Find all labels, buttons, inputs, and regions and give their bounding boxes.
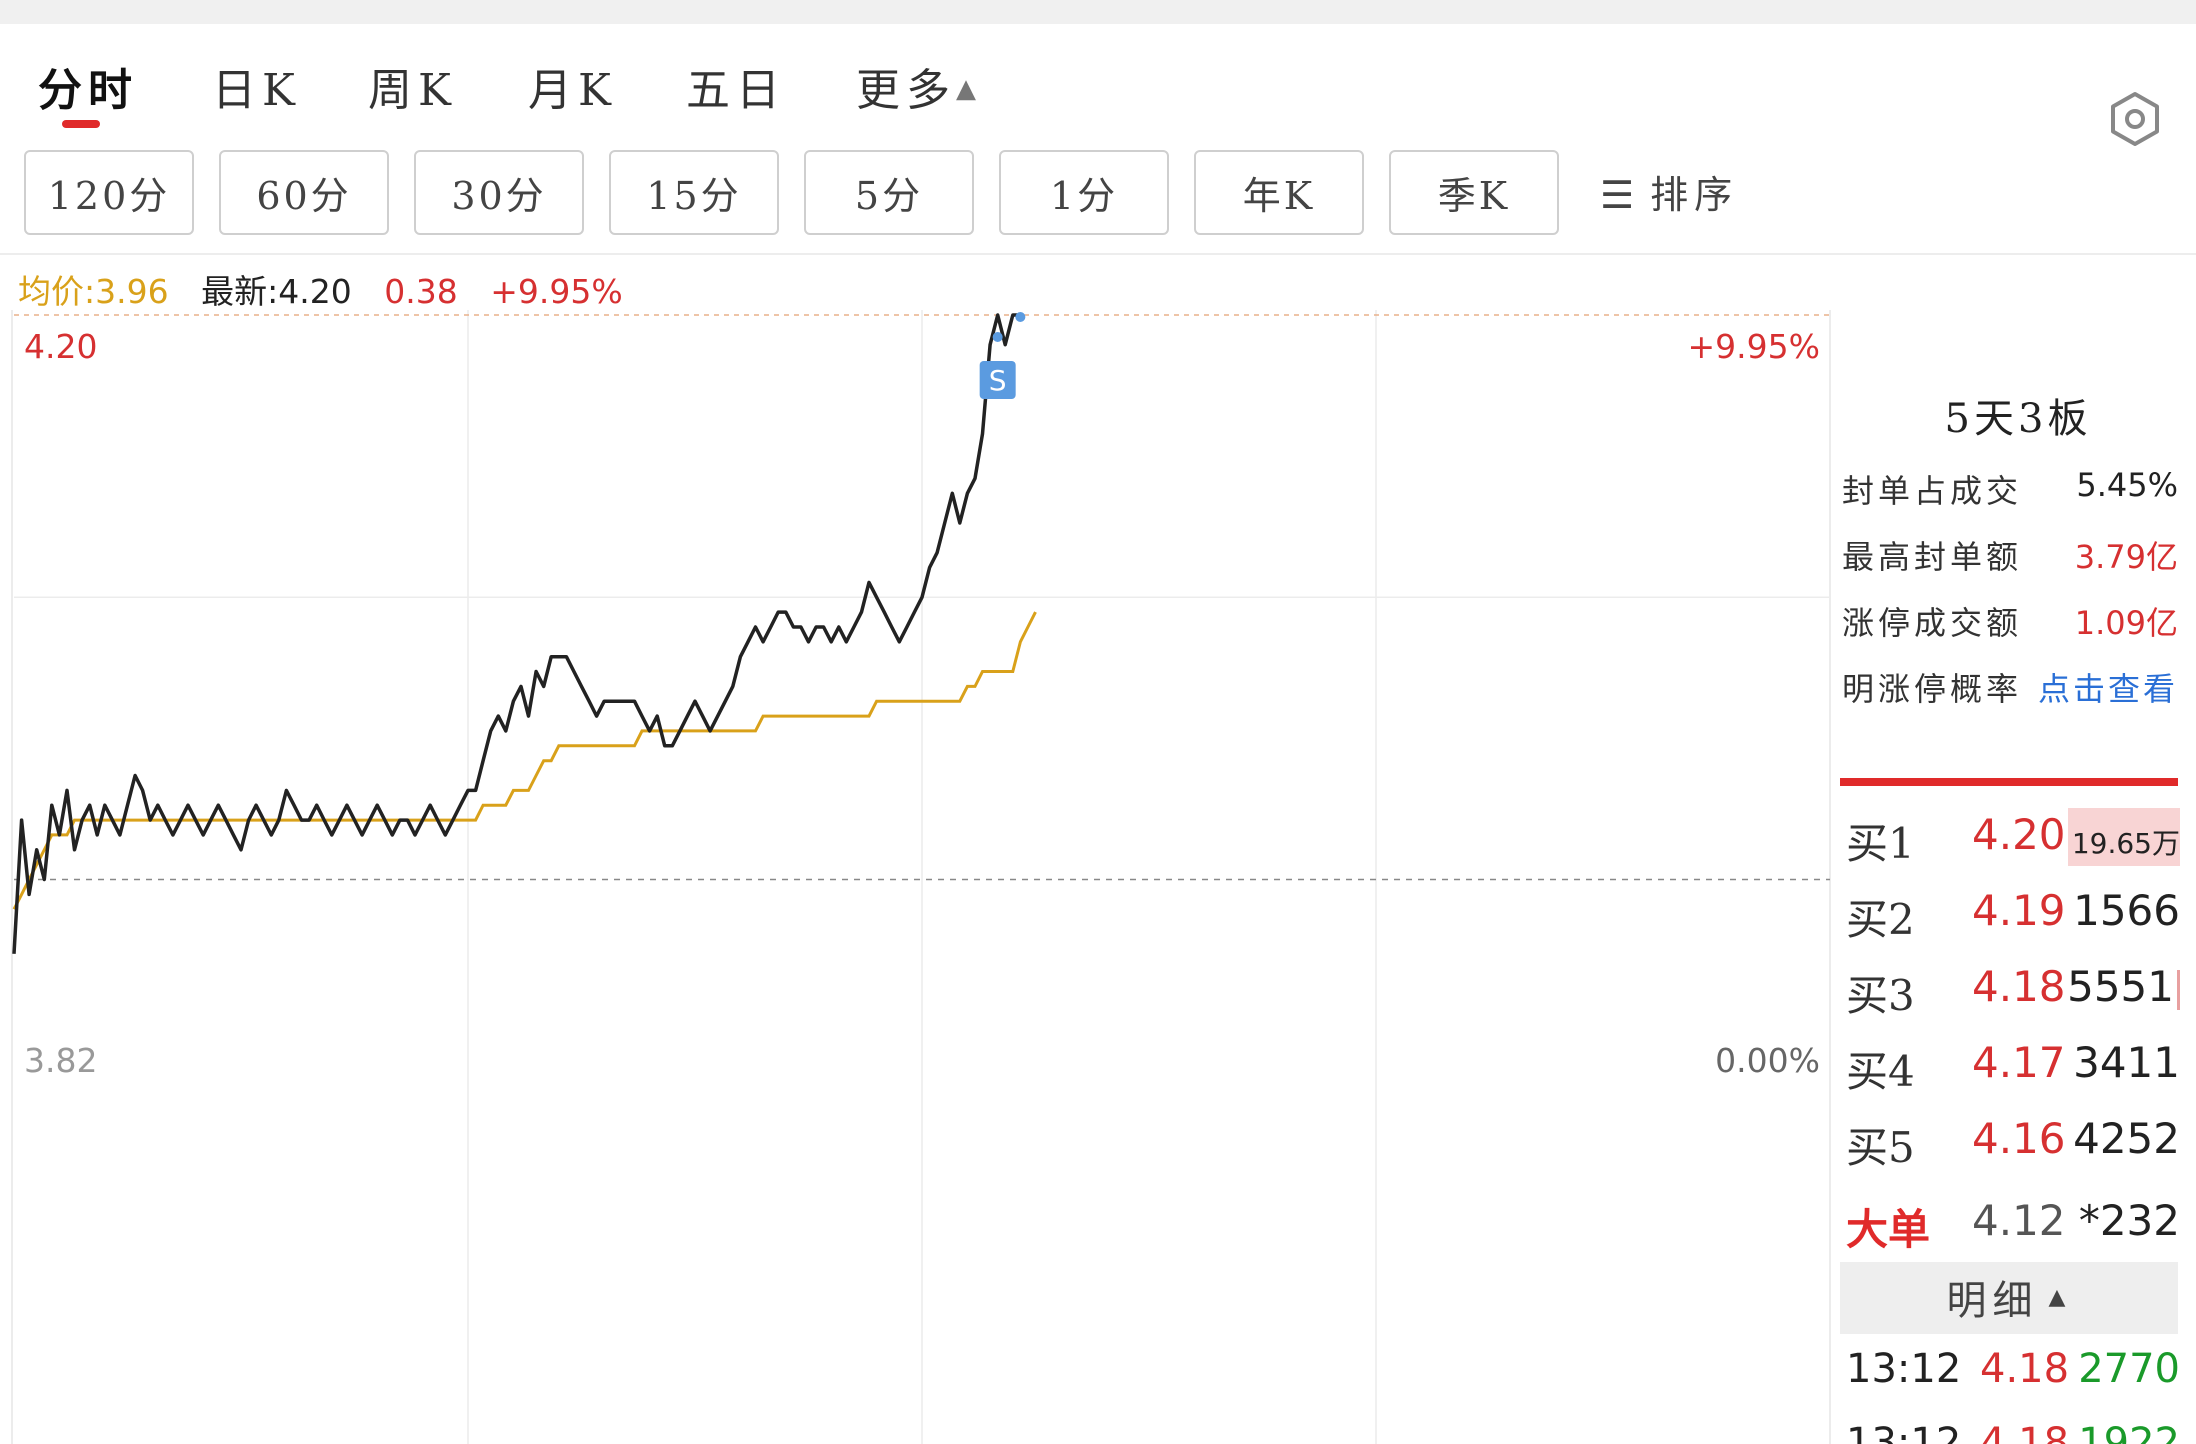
bid-volume: 5551 (2067, 962, 2174, 1011)
sort-button[interactable]: ☰ 排序 (1600, 164, 1738, 219)
price-change-percent: +9.95% (490, 272, 623, 311)
active-tab-indicator (62, 120, 100, 128)
sell-marker-anchor (992, 332, 1003, 342)
tab-five-day[interactable]: 五日 (686, 65, 786, 116)
bid-label: 买5 (1846, 1123, 1915, 1172)
menu-lines-icon: ☰ (1600, 173, 1641, 217)
bid-volume-tick (2177, 970, 2180, 1010)
caret-up-icon: ▲ (956, 74, 982, 104)
bid-label: 买3 (1846, 971, 1915, 1020)
bid-price: 4.19 (1972, 886, 2066, 935)
tab-monthly-k[interactable]: 月K (528, 65, 617, 116)
price-change: 0.38 (384, 272, 458, 311)
bid-label: 买1 (1846, 819, 1915, 868)
average-price: 均价:3.96 (18, 272, 169, 311)
period-5min-button[interactable]: 5分 (804, 150, 974, 235)
stat-label: 涨停成交额 (1842, 604, 2023, 642)
price-line (12, 313, 1021, 954)
bid-row: 买3 4.18 5551 (1840, 956, 2180, 1022)
period-yearly-k-button[interactable]: 年K (1194, 150, 1364, 235)
sort-label: 排序 (1650, 173, 1739, 217)
tab-more[interactable]: 更多▲ (856, 54, 982, 118)
stat-label: 明涨停概率 (1842, 670, 2023, 708)
bid-price: 4.20 (1972, 810, 2066, 859)
settings-hex-icon[interactable] (2106, 90, 2164, 148)
stat-row: 最高封单额 3.79亿 (1842, 532, 2178, 582)
base-percent-label: 0.00% (1715, 1041, 1820, 1080)
stat-row: 涨停成交额 1.09亿 (1842, 598, 2178, 648)
bid-price: 4.18 (1972, 962, 2066, 1011)
big-order-label: 大单 (1846, 1205, 1931, 1254)
trade-row: 13:12 4.18 1922 (1840, 1420, 2180, 1444)
trade-row: 13:12 4.18 2770 (1840, 1346, 2180, 1406)
price-info-bar: 均价:3.96 最新:4.20 0.38 +9.95% (18, 265, 645, 311)
period-60min-button[interactable]: 60分 (219, 150, 389, 235)
limit-up-probability-link[interactable]: 点击查看 (2037, 670, 2178, 708)
tab-more-label: 更多 (856, 65, 956, 116)
current-price-dot (1015, 312, 1026, 322)
bid-row: 买5 4.16 4252 (1840, 1108, 2180, 1174)
order-book-divider (1840, 778, 2178, 786)
trade-time: 13:12 (1846, 1420, 1962, 1444)
latest-price: 最新:4.20 (201, 272, 352, 311)
stat-label: 封单占成交 (1842, 472, 2023, 510)
bid-price: 4.17 (1972, 1038, 2066, 1087)
stat-label: 最高封单额 (1842, 538, 2023, 576)
bid-volume: 1566 (2073, 886, 2180, 935)
sell-marker-box (979, 361, 1016, 399)
bid-row: 买4 4.17 3411 (1840, 1032, 2180, 1098)
bid-row: 买2 4.19 1566 (1840, 880, 2180, 946)
stat-value: 1.09亿 (2074, 604, 2178, 642)
big-order-price: 4.12 (1972, 1196, 2066, 1245)
chart-tabs: 分时 日K 周K 月K 五日 更多▲ (0, 40, 2196, 150)
bid-volume: 19.65万 (2071, 827, 2180, 860)
sell-marker[interactable]: S (979, 332, 1016, 399)
status-strip (0, 0, 2196, 24)
big-order-volume: *232 (2078, 1196, 2180, 1245)
bid-volume-highlight (2068, 808, 2180, 866)
period-120min-button[interactable]: 120分 (24, 150, 194, 235)
sell-marker-label: S (989, 364, 1007, 397)
bid-volume: 4252 (2073, 1114, 2180, 1163)
period-selector: 120分 60分 30分 15分 5分 1分 年K 季K ☰ 排序 (0, 150, 2196, 250)
order-book-panel: 5天3板 封单占成交 5.45% 最高封单额 3.79亿 涨停成交额 1.09亿… (1840, 310, 2196, 1444)
intraday-chart[interactable]: 4.20 +9.95% 3.82 0.00% S (0, 310, 1840, 1444)
tab-weekly-k[interactable]: 周K (368, 65, 457, 116)
trade-price: 4.18 (1980, 1420, 2070, 1444)
limit-up-streak-title: 5天3板 (1944, 396, 2092, 442)
trade-time: 13:12 (1846, 1346, 1962, 1392)
period-quarterly-k-button[interactable]: 季K (1389, 150, 1559, 235)
bid-label: 买2 (1846, 895, 1915, 944)
stat-row: 明涨停概率 点击查看 (1842, 664, 2178, 714)
period-30min-button[interactable]: 30分 (414, 150, 584, 235)
top-price-label: 4.20 (24, 327, 97, 366)
average-price-line (12, 611, 1037, 910)
divider (0, 253, 2196, 255)
chart-grid (11, 310, 1831, 1444)
trade-volume: 1922 (2078, 1420, 2180, 1444)
trade-price: 4.18 (1980, 1346, 2070, 1392)
stat-row: 封单占成交 5.45% (1842, 466, 2178, 516)
detail-toggle[interactable]: 明细 ▲ (1840, 1262, 2178, 1334)
bid-label: 买4 (1846, 1047, 1915, 1096)
trade-volume: 2770 (2078, 1346, 2180, 1392)
tab-daily-k[interactable]: 日K (212, 65, 301, 116)
period-1min-button[interactable]: 1分 (999, 150, 1169, 235)
tab-intraday[interactable]: 分时 (38, 65, 138, 116)
stat-value: 3.79亿 (2074, 538, 2178, 576)
bid-row: 买1 4.20 19.65万 (1840, 804, 2180, 870)
top-percent-label: +9.95% (1688, 327, 1820, 366)
base-price-label: 3.82 (24, 1041, 97, 1080)
period-15min-button[interactable]: 15分 (609, 150, 779, 235)
detail-label: 明细 (1946, 1278, 2039, 1324)
caret-up-icon: ▲ (2048, 1285, 2072, 1310)
stat-value: 5.45% (2076, 466, 2178, 504)
big-order-row[interactable]: 大单 4.12 *232 (1840, 1190, 2180, 1256)
bid-price: 4.16 (1972, 1114, 2066, 1163)
bid-volume: 3411 (2073, 1038, 2180, 1087)
